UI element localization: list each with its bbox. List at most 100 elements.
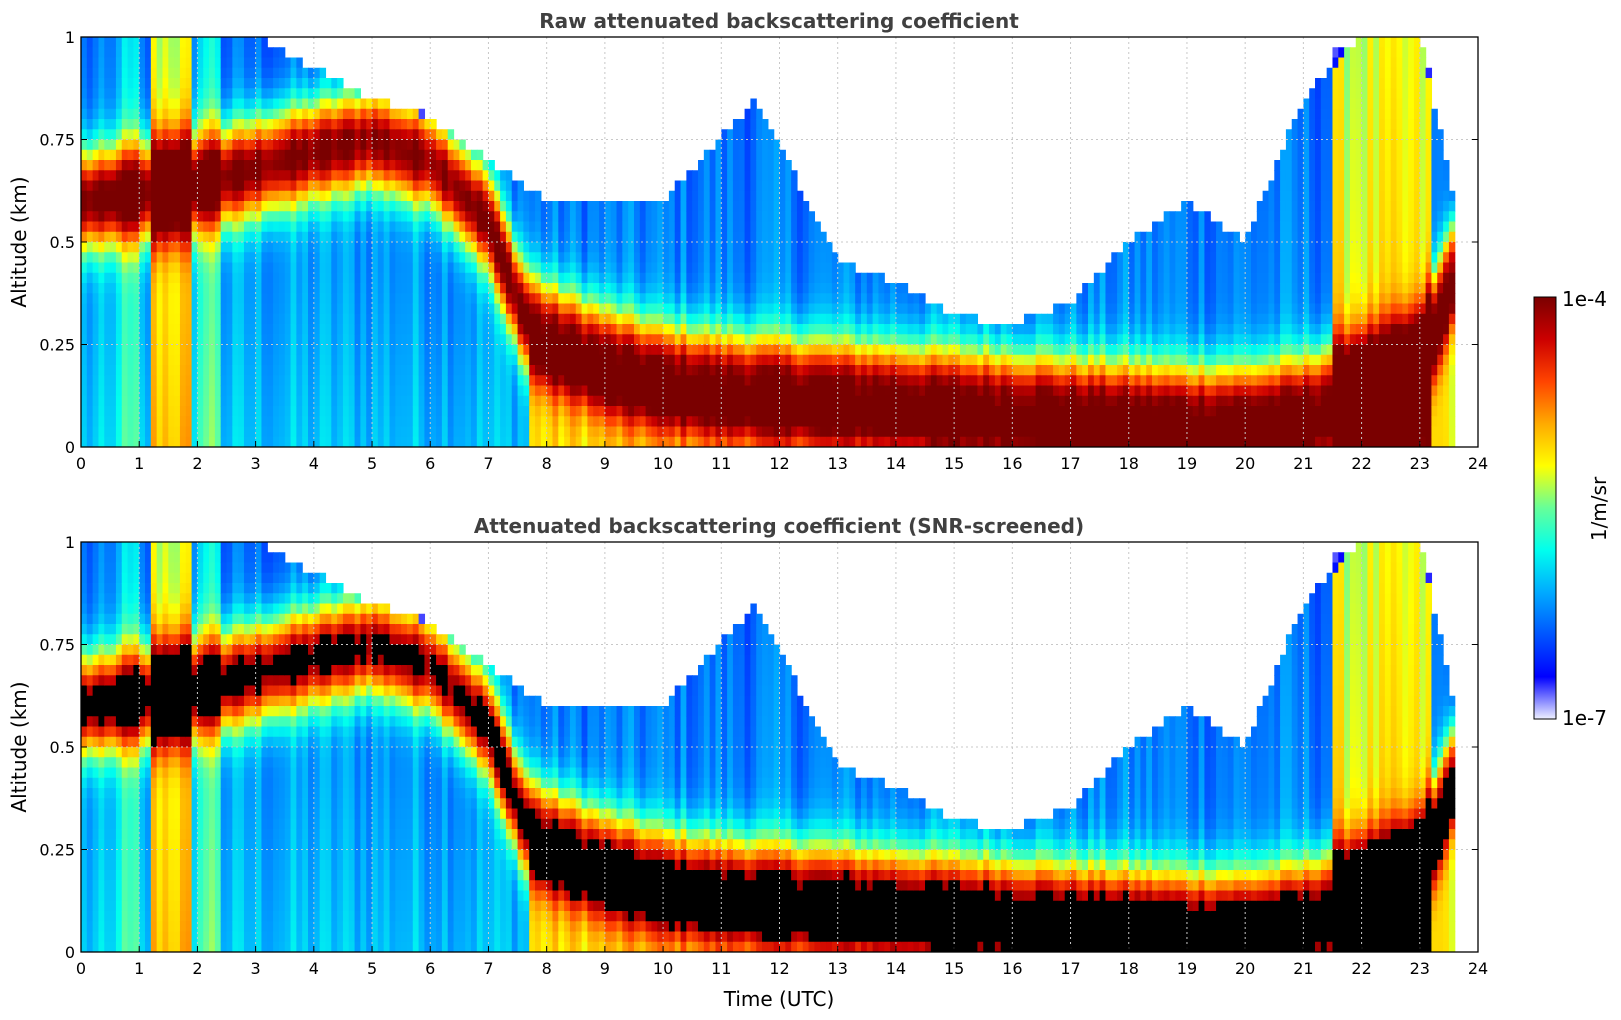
heatmap-cell: [185, 313, 193, 325]
heatmap-cell: [552, 365, 559, 376]
heatmap-cell: [994, 406, 1002, 417]
heatmap-cell: [529, 201, 536, 212]
heatmap-cell: [127, 354, 134, 366]
heatmap-cell: [319, 129, 327, 141]
heatmap-cell: [488, 252, 495, 264]
heatmap-cell: [1029, 324, 1037, 335]
heatmap-cell: [179, 129, 187, 141]
heatmap-cell: [1146, 344, 1153, 356]
heatmap-cell: [779, 303, 786, 315]
heatmap-cell: [727, 211, 734, 223]
heatmap-cell: [162, 344, 169, 356]
heatmap-cell: [471, 190, 478, 202]
heatmap-cell: [686, 231, 693, 243]
heatmap-cell: [441, 436, 449, 447]
heatmap-cell: [785, 406, 792, 417]
heatmap-cell: [692, 334, 699, 346]
heatmap-cell: [209, 190, 216, 202]
heatmap-cell: [633, 201, 641, 212]
heatmap-cell: [104, 211, 111, 223]
heatmap-cell: [220, 354, 228, 366]
heatmap-cell: [226, 201, 233, 212]
heatmap-cell: [278, 262, 286, 274]
heatmap-cell: [1152, 221, 1159, 233]
heatmap-cell: [930, 303, 938, 315]
heatmap-cell: [342, 88, 350, 100]
heatmap-cell: [331, 416, 338, 428]
heatmap-cell: [482, 416, 490, 428]
heatmap-cell: [505, 365, 513, 376]
heatmap-cell: [185, 426, 193, 438]
heatmap-cell: [395, 252, 402, 264]
heatmap-cell: [1023, 324, 1031, 335]
heatmap-cell: [366, 406, 373, 417]
heatmap-cell: [372, 344, 379, 356]
heatmap-cell: [1117, 375, 1124, 387]
heatmap-cell: [488, 242, 495, 253]
heatmap-cell: [168, 37, 175, 48]
heatmap-cell: [826, 313, 833, 325]
heatmap-cell: [721, 365, 728, 376]
heatmap-cell: [121, 67, 129, 79]
heatmap-cell: [436, 334, 443, 346]
heatmap-cell: [255, 211, 263, 223]
heatmap-cell: [511, 272, 519, 284]
heatmap-cell: [808, 272, 816, 284]
heatmap-cell: [185, 57, 193, 69]
heatmap-cell: [989, 436, 996, 447]
heatmap-cell: [139, 375, 146, 387]
heatmap-cell: [92, 231, 100, 243]
heatmap-cell: [860, 365, 868, 376]
heatmap-cell: [569, 303, 577, 315]
heatmap-cell: [965, 426, 973, 438]
heatmap-cell: [249, 67, 257, 79]
heatmap-cell: [826, 375, 833, 387]
heatmap-cell: [622, 231, 629, 243]
heatmap-cell: [383, 344, 391, 356]
heatmap-cell: [744, 436, 751, 447]
heatmap-cell: [214, 139, 222, 151]
heatmap-cell: [569, 406, 577, 417]
heatmap-cell: [436, 252, 443, 264]
heatmap-cell: [296, 149, 303, 161]
heatmap-cell: [517, 231, 524, 243]
heatmap-cell: [756, 303, 763, 315]
heatmap-cell: [1140, 252, 1147, 264]
heatmap-cell: [81, 313, 88, 325]
heatmap-cell: [529, 211, 536, 223]
heatmap-cell: [767, 272, 775, 284]
heatmap-cell: [249, 426, 257, 438]
heatmap-cell: [668, 436, 676, 447]
heatmap-cell: [459, 395, 466, 407]
heatmap-cell: [1111, 385, 1118, 397]
heatmap-cell: [622, 395, 629, 407]
heatmap-cell: [593, 334, 600, 346]
heatmap-cell: [191, 98, 199, 110]
heatmap-cell: [360, 313, 367, 325]
heatmap-cell: [1128, 365, 1136, 376]
heatmap-cell: [319, 211, 327, 223]
heatmap-cell: [965, 395, 973, 407]
heatmap-cell: [302, 324, 309, 335]
heatmap-cell: [1041, 375, 1048, 387]
heatmap-cell: [325, 303, 332, 315]
heatmap-cell: [1047, 436, 1054, 447]
heatmap-cell: [779, 324, 786, 335]
heatmap-cell: [150, 334, 158, 346]
heatmap-cell: [220, 385, 228, 397]
heatmap-cell: [663, 221, 670, 233]
heatmap-cell: [855, 334, 862, 346]
heatmap-cell: [616, 416, 623, 428]
heatmap-cell: [220, 242, 228, 253]
heatmap-cell: [372, 221, 379, 233]
heatmap-cell: [762, 426, 769, 438]
heatmap-cell: [389, 293, 396, 305]
heatmap-cell: [319, 283, 327, 294]
heatmap-cell: [98, 47, 105, 59]
heatmap-cell: [488, 170, 495, 182]
heatmap-cell: [1111, 375, 1118, 387]
heatmap-cell: [1018, 334, 1025, 346]
heatmap-cell: [1064, 395, 1072, 407]
heatmap-cell: [150, 426, 158, 438]
heatmap-cell: [348, 426, 356, 438]
